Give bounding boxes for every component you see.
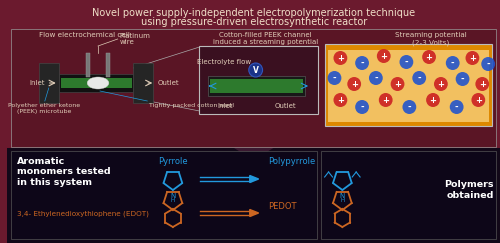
FancyBboxPatch shape <box>134 63 153 103</box>
Text: Streaming potential
(2-3 Volts): Streaming potential (2-3 Volts) <box>395 32 467 45</box>
Text: +: + <box>430 95 436 104</box>
Text: using pressure-driven electrosynthetic reactor: using pressure-driven electrosynthetic r… <box>140 17 367 27</box>
FancyBboxPatch shape <box>199 46 318 113</box>
Text: PEDOT: PEDOT <box>268 202 297 211</box>
FancyBboxPatch shape <box>320 151 496 239</box>
Circle shape <box>249 63 262 77</box>
FancyBboxPatch shape <box>39 63 58 103</box>
Circle shape <box>355 100 369 114</box>
Text: N: N <box>170 193 175 199</box>
Text: Outlet: Outlet <box>274 103 296 109</box>
Text: Outlet: Outlet <box>157 80 179 86</box>
FancyBboxPatch shape <box>86 53 90 77</box>
Circle shape <box>369 71 383 85</box>
Text: N: N <box>340 193 345 199</box>
Text: +: + <box>475 95 482 104</box>
Text: Pyrrole: Pyrrole <box>158 157 188 166</box>
Text: Electrolyte flow: Electrolyte flow <box>197 59 251 65</box>
Text: Tightly packed cotton wool: Tightly packed cotton wool <box>150 103 234 108</box>
Circle shape <box>422 50 436 64</box>
Text: -: - <box>451 59 454 68</box>
Text: +: + <box>438 79 444 88</box>
FancyBboxPatch shape <box>12 151 316 239</box>
FancyBboxPatch shape <box>208 76 305 96</box>
Circle shape <box>328 71 342 85</box>
Circle shape <box>377 49 390 63</box>
Text: +: + <box>426 52 432 61</box>
Text: +: + <box>337 95 344 104</box>
Circle shape <box>348 77 361 91</box>
Text: -: - <box>374 73 378 83</box>
Text: V: V <box>252 66 258 75</box>
Circle shape <box>390 77 404 91</box>
Circle shape <box>379 93 392 107</box>
Text: +: + <box>394 79 401 88</box>
Text: 3,4- Ethylenedioxythiophene (EDOT): 3,4- Ethylenedioxythiophene (EDOT) <box>17 210 149 217</box>
Text: -: - <box>404 58 408 67</box>
Circle shape <box>355 56 369 70</box>
Text: H: H <box>340 198 344 203</box>
FancyBboxPatch shape <box>12 29 496 147</box>
Text: Cotton-filled PEEK channel
induced a streaming potential: Cotton-filled PEEK channel induced a str… <box>213 32 318 45</box>
Circle shape <box>402 100 416 114</box>
FancyBboxPatch shape <box>60 78 132 88</box>
Circle shape <box>412 71 426 85</box>
Text: -: - <box>408 103 411 112</box>
Ellipse shape <box>87 77 109 89</box>
FancyBboxPatch shape <box>324 44 492 126</box>
Text: +: + <box>469 53 476 62</box>
Circle shape <box>434 77 448 91</box>
Circle shape <box>334 93 347 107</box>
Polygon shape <box>250 209 258 217</box>
Circle shape <box>482 57 495 71</box>
Text: Inlet: Inlet <box>217 103 232 109</box>
FancyBboxPatch shape <box>58 74 134 92</box>
Circle shape <box>476 77 489 91</box>
Text: Aromatic
monomers tested
in this system: Aromatic monomers tested in this system <box>17 157 111 187</box>
Text: +: + <box>380 52 387 61</box>
Text: -: - <box>460 75 464 84</box>
Text: +: + <box>382 95 389 104</box>
Circle shape <box>472 93 485 107</box>
Text: -: - <box>360 103 364 112</box>
FancyBboxPatch shape <box>8 148 500 243</box>
Text: H: H <box>171 198 175 203</box>
Text: Polypyrrole: Polypyrrole <box>268 157 316 166</box>
Text: +: + <box>337 53 344 62</box>
Text: Inlet: Inlet <box>30 80 45 86</box>
Text: Polymers
obtained: Polymers obtained <box>444 180 494 200</box>
Text: -: - <box>486 60 490 69</box>
Text: -: - <box>418 73 421 83</box>
Text: -: - <box>332 73 336 83</box>
FancyBboxPatch shape <box>106 53 110 77</box>
FancyBboxPatch shape <box>328 50 489 122</box>
Polygon shape <box>234 148 274 160</box>
Circle shape <box>466 51 479 65</box>
Text: +: + <box>350 79 358 88</box>
FancyBboxPatch shape <box>210 79 303 93</box>
Circle shape <box>446 56 460 70</box>
Circle shape <box>456 72 469 86</box>
Circle shape <box>450 100 464 114</box>
Text: Polyether ether ketone
(PEEK) microtube: Polyether ether ketone (PEEK) microtube <box>8 103 80 114</box>
Text: Platinum
wire: Platinum wire <box>120 33 150 45</box>
Text: -: - <box>360 59 364 68</box>
Circle shape <box>334 51 347 65</box>
Polygon shape <box>250 175 258 182</box>
Text: +: + <box>479 79 486 88</box>
Circle shape <box>426 93 440 107</box>
Text: -: - <box>455 103 458 112</box>
Circle shape <box>400 55 413 69</box>
Text: Flow electrochemical cell: Flow electrochemical cell <box>39 32 130 38</box>
Text: Novel power supply-independent electropolymerization technique: Novel power supply-independent electropo… <box>92 8 416 18</box>
